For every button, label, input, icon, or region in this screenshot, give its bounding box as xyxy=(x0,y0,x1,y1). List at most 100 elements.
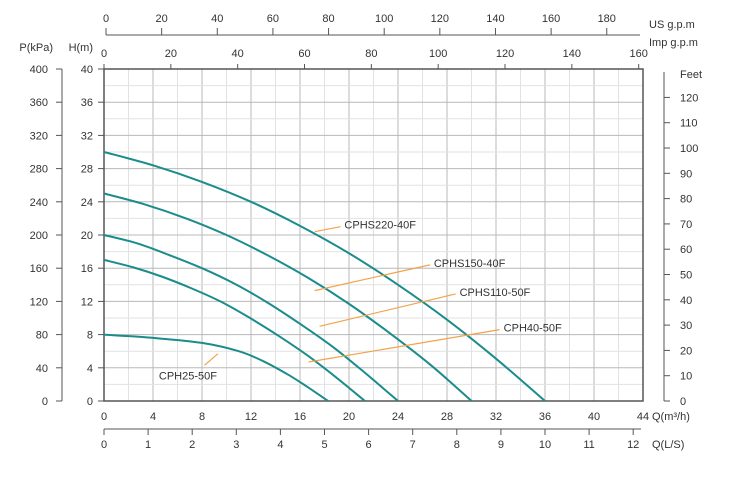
feet-axis-label: Feet xyxy=(680,69,702,81)
y-tick-label: 16 xyxy=(81,263,93,275)
imp-gpm-tick-label: 160 xyxy=(630,48,648,60)
imp-gpm-tick-label: 100 xyxy=(429,48,447,60)
feet-tick-label: 80 xyxy=(680,194,692,206)
ls-tick-label: 10 xyxy=(539,439,551,451)
pressure-axis-label: P(kPa) xyxy=(19,42,53,54)
x-tick-label: 36 xyxy=(539,411,551,423)
y-axis-label: H(m) xyxy=(69,42,93,54)
x-axis-label: Q(m³/h) xyxy=(652,411,690,423)
imp-gpm-tick-label: 20 xyxy=(165,48,177,60)
x-tick-label: 44 xyxy=(637,411,649,423)
ls-tick-label: 9 xyxy=(498,439,504,451)
pressure-tick-label: 0 xyxy=(42,396,48,408)
pressure-tick-label: 80 xyxy=(36,330,48,342)
ls-tick-label: 4 xyxy=(277,439,283,451)
ls-tick-label: 1 xyxy=(145,439,151,451)
series-label: CPH25-50F xyxy=(159,371,217,383)
curve-cphs150-40f xyxy=(103,192,473,402)
us-gpm-tick-label: 20 xyxy=(156,13,168,25)
ls-tick-label: 5 xyxy=(321,439,327,451)
imp-gpm-tick-label: 40 xyxy=(232,48,244,60)
x-tick-label: 8 xyxy=(199,411,205,423)
us-gpm-tick-label: 120 xyxy=(431,13,449,25)
y-tick-label: 28 xyxy=(81,164,93,176)
y-tick-label: 8 xyxy=(87,330,93,342)
pressure-tick-label: 120 xyxy=(30,296,48,308)
us-gpm-axis-label: US g.p.m xyxy=(649,19,695,31)
y-tick-label: 4 xyxy=(87,363,93,375)
x-tick-label: 20 xyxy=(343,411,355,423)
x-tick-label: 28 xyxy=(441,411,453,423)
ls-tick-label: 8 xyxy=(454,439,460,451)
ls-tick-label: 7 xyxy=(410,439,416,451)
leader-line xyxy=(308,329,500,363)
pressure-tick-label: 160 xyxy=(30,263,48,275)
feet-tick-label: 40 xyxy=(680,295,692,307)
feet-tick-label: 60 xyxy=(680,244,692,256)
feet-tick-label: 30 xyxy=(680,320,692,332)
pressure-tick-label: 360 xyxy=(30,97,48,109)
x-tick-label: 24 xyxy=(392,411,404,423)
x-tick-label: 16 xyxy=(294,411,306,423)
series-label: CPHS150-40F xyxy=(434,258,506,270)
us-gpm-tick-label: 140 xyxy=(486,13,504,25)
feet-tick-label: 10 xyxy=(680,371,692,383)
feet-tick-label: 70 xyxy=(680,219,692,231)
us-gpm-tick-label: 40 xyxy=(211,13,223,25)
curve-cphs110-50f xyxy=(103,234,399,402)
leader-line xyxy=(319,293,456,327)
ls-tick-label: 3 xyxy=(233,439,239,451)
ls-tick-label: 0 xyxy=(101,439,107,451)
us-gpm-tick-label: 180 xyxy=(598,13,616,25)
series-label: CPHS220-40F xyxy=(344,220,416,232)
ls-tick-label: 11 xyxy=(583,439,594,451)
leader-line xyxy=(204,353,219,366)
imp-gpm-axis-label: Imp g.p.m xyxy=(649,37,698,49)
feet-tick-label: 100 xyxy=(680,143,698,155)
y-tick-label: 12 xyxy=(81,296,93,308)
pressure-tick-label: 40 xyxy=(36,363,48,375)
pressure-tick-label: 320 xyxy=(30,130,48,142)
ls-tick-label: 6 xyxy=(366,439,372,451)
y-tick-label: 36 xyxy=(81,97,93,109)
curve-cphs220-40f xyxy=(103,151,546,402)
x-tick-label: 0 xyxy=(101,411,107,423)
y-tick-label: 24 xyxy=(81,197,93,209)
y-tick-label: 0 xyxy=(87,396,93,408)
feet-tick-label: 120 xyxy=(680,92,698,104)
ls-tick-label: 12 xyxy=(627,439,639,451)
series-label: CPH40-50F xyxy=(504,323,562,335)
feet-tick-label: 20 xyxy=(680,345,692,357)
us-gpm-tick-label: 160 xyxy=(542,13,560,25)
ls-axis-label: Q(L/S) xyxy=(652,439,684,451)
feet-tick-label: 0 xyxy=(680,396,686,408)
imp-gpm-tick-label: 80 xyxy=(365,48,377,60)
pressure-tick-label: 400 xyxy=(30,64,48,76)
imp-gpm-tick-label: 120 xyxy=(496,48,514,60)
imp-gpm-tick-label: 60 xyxy=(298,48,310,60)
curve-cph25-50f xyxy=(103,333,329,402)
x-tick-label: 32 xyxy=(490,411,502,423)
y-tick-label: 32 xyxy=(81,130,93,142)
us-gpm-tick-label: 80 xyxy=(322,13,334,25)
leader-line xyxy=(314,226,341,233)
imp-gpm-tick-label: 140 xyxy=(563,48,581,60)
y-tick-label: 20 xyxy=(81,230,93,242)
imp-gpm-tick-label: 0 xyxy=(101,48,107,60)
pressure-tick-label: 240 xyxy=(30,197,48,209)
series-label: CPHS110-50F xyxy=(460,287,531,299)
us-gpm-tick-label: 0 xyxy=(103,13,109,25)
y-tick-label: 40 xyxy=(81,64,93,76)
ls-tick-label: 2 xyxy=(189,439,195,451)
leader-line xyxy=(314,264,430,292)
x-tick-label: 4 xyxy=(150,411,156,423)
pressure-tick-label: 280 xyxy=(30,164,48,176)
feet-tick-label: 50 xyxy=(680,270,692,282)
us-gpm-tick-label: 100 xyxy=(375,13,393,25)
us-gpm-tick-label: 60 xyxy=(267,13,279,25)
pressure-tick-label: 200 xyxy=(30,230,48,242)
x-tick-label: 12 xyxy=(245,411,257,423)
curve-cph40-50f xyxy=(103,258,366,402)
feet-tick-label: 90 xyxy=(680,168,692,180)
